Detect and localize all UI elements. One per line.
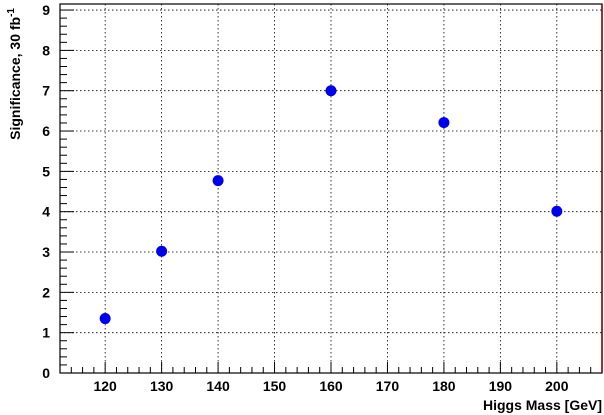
data-point (438, 117, 450, 129)
y-tick-label: 3 (42, 244, 50, 260)
y-tick-label: 5 (42, 163, 50, 179)
data-point (325, 85, 337, 97)
y-tick-label: 7 (42, 83, 50, 99)
x-tick-label: 130 (150, 378, 174, 394)
data-point (156, 245, 168, 257)
x-tick-label: 160 (319, 378, 343, 394)
x-tick-label: 140 (206, 378, 230, 394)
y-axis-title-main: Significance, 30 fb (7, 17, 23, 140)
grid (60, 4, 602, 373)
x-axis-title: Higgs Mass [GeV] (483, 397, 602, 413)
data-points (99, 85, 563, 325)
x-tick-label: 120 (93, 378, 117, 394)
x-tick-label: 150 (263, 378, 287, 394)
x-tick-label: 170 (376, 378, 400, 394)
x-tick-label: 190 (489, 378, 513, 394)
axis-ticks (59, 9, 603, 374)
y-axis-title-superscript: -1 (6, 8, 17, 17)
y-tick-label: 6 (42, 123, 50, 139)
x-tick-label: 180 (432, 378, 456, 394)
data-point (99, 313, 111, 325)
y-tick-labels: 0 1 2 3 4 5 6 7 8 9 (42, 2, 50, 381)
data-point (212, 175, 224, 187)
y-axis-title: Significance, 30 fb-1 (6, 8, 23, 140)
x-tick-labels: 120 130 140 150 160 170 180 190 200 (93, 378, 568, 394)
x-tick-label: 200 (545, 378, 569, 394)
y-tick-label: 9 (42, 2, 50, 18)
y-tick-label: 0 (42, 365, 50, 381)
y-tick-label: 2 (42, 284, 50, 300)
y-tick-label: 4 (42, 204, 50, 220)
y-tick-label: 8 (42, 42, 50, 58)
data-point (551, 205, 563, 217)
y-tick-label: 1 (42, 325, 50, 341)
